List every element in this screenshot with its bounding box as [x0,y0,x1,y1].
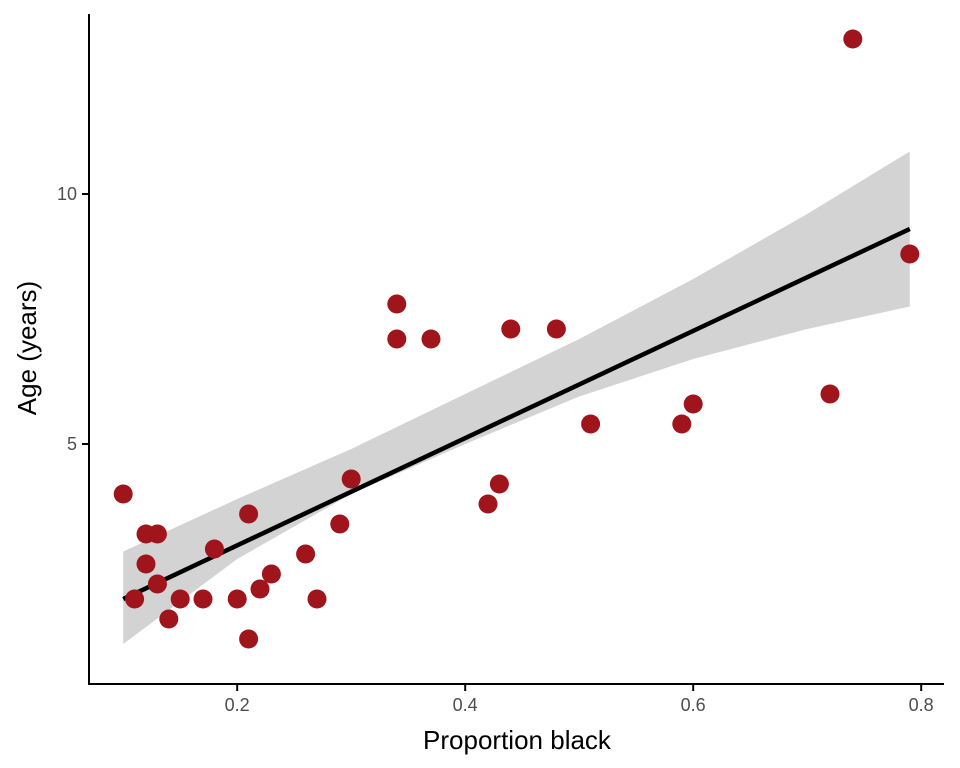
x-axis-title: Proportion black [423,725,612,755]
data-point [501,319,521,339]
data-point [204,539,224,559]
fit-line-layer [122,226,911,602]
data-point [170,589,190,609]
data-point [125,589,145,609]
data-point [478,494,498,514]
regression-line [122,226,911,602]
data-point [546,319,566,339]
data-point [421,329,441,349]
data-point [683,394,703,414]
x-tick-label: 0.2 [225,695,250,715]
data-point [387,329,407,349]
data-point [239,504,259,524]
data-points-layer [113,29,920,649]
data-point [147,574,167,594]
data-point [193,589,213,609]
data-point [147,524,167,544]
data-point [239,629,259,649]
data-point [900,244,920,264]
data-point [307,589,327,609]
x-tick-label: 0.6 [681,695,706,715]
confidence-band [123,151,910,644]
data-point [341,469,361,489]
data-point [227,589,247,609]
data-point [820,384,840,404]
data-point [330,514,350,534]
data-point [261,564,281,584]
data-point [113,484,133,504]
x-tick-label: 0.4 [453,695,478,715]
axes-layer [88,14,944,685]
ticks-layer: 0.2 0.4 0.6 0.8 5 10 [57,184,934,715]
data-point [387,294,407,314]
y-tick-label: 10 [57,184,77,204]
y-axis-title: Age (years) [12,281,42,415]
data-point [489,474,509,494]
y-tick-label: 5 [67,434,77,454]
data-point [159,609,179,629]
data-point [672,414,692,434]
data-point [136,554,156,574]
x-tick-label: 0.8 [909,695,934,715]
data-point [296,544,316,564]
data-point [581,414,601,434]
confidence-band-layer [123,151,910,644]
data-point [843,29,863,49]
data-point [250,579,270,599]
